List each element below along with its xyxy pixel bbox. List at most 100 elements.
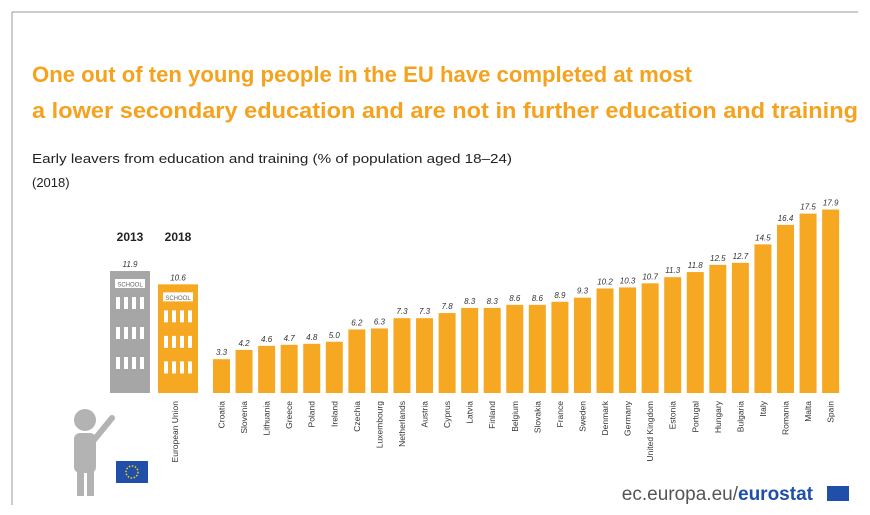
bar (822, 209, 840, 393)
window (132, 357, 136, 370)
value-label: 6.3 (374, 317, 386, 326)
value-label: 8.3 (487, 297, 499, 306)
window (164, 361, 168, 374)
bar (393, 318, 411, 393)
bar (235, 349, 253, 393)
source-url: ec.europa.eu/ (622, 484, 739, 505)
category-label: Portugal (690, 401, 700, 433)
bar (619, 287, 637, 393)
value-label: 17.5 (800, 203, 816, 212)
window (164, 335, 168, 348)
category-label: Finland (487, 401, 497, 429)
category-label: Estonia (668, 401, 678, 430)
category-label: Slovenia (239, 401, 249, 434)
value-label: 7.3 (419, 307, 431, 316)
category-label: Slovakia (532, 401, 542, 433)
window (172, 310, 176, 323)
category-label: Luxembourg (374, 401, 384, 449)
value-label: 4.6 (261, 335, 273, 344)
value-label: 8.6 (509, 294, 521, 303)
category-label: Greece (284, 401, 294, 429)
category-label: United Kingdom (645, 401, 655, 461)
bar (348, 329, 366, 393)
bar (506, 304, 524, 393)
window (188, 310, 192, 323)
value-label: 9.3 (577, 287, 589, 296)
bar (280, 344, 298, 393)
category-label: Poland (307, 401, 317, 428)
category-label: Bulgaria (735, 401, 745, 432)
bar (483, 307, 501, 393)
window (116, 357, 120, 370)
value-label: 8.9 (554, 291, 566, 300)
category-label: Lithuania (262, 401, 272, 436)
window (116, 297, 120, 310)
value-label: 11.8 (688, 261, 704, 270)
value-label: 6.2 (351, 318, 363, 327)
school-sign-box (115, 279, 145, 289)
bar (686, 272, 704, 393)
bar (731, 262, 749, 393)
value-label: 16.4 (778, 214, 794, 223)
window (140, 327, 144, 340)
window (188, 361, 192, 374)
bar (258, 345, 276, 393)
bar (596, 288, 614, 393)
category-label: Czechia (352, 401, 362, 432)
school-sign: SCHOOL (165, 296, 191, 302)
value-label: 17.9 (823, 199, 839, 208)
value-label: 14.5 (755, 233, 771, 242)
category-label: Sweden (577, 401, 587, 432)
value-label: 10.2 (597, 277, 613, 286)
category-label: Italy (758, 400, 768, 416)
category-label: Germany (623, 400, 633, 436)
category-label: Cyprus (442, 401, 452, 428)
value-label: 3.3 (216, 348, 228, 357)
bar (528, 304, 546, 393)
bar (303, 343, 321, 393)
title-line: a lower secondary education and are not … (32, 98, 858, 123)
category-label: Denmark (600, 400, 610, 435)
year-label: 2018 (165, 230, 192, 244)
bar (325, 341, 343, 393)
category-label: Netherlands (397, 401, 407, 447)
window (132, 327, 136, 340)
window (180, 335, 184, 348)
bar (754, 244, 772, 393)
category-label: Ireland (329, 401, 339, 427)
bar (213, 359, 230, 393)
value-label: 10.3 (620, 276, 636, 285)
category-label: Latvia (465, 401, 475, 424)
bar (709, 264, 727, 393)
bar (799, 213, 817, 393)
window (140, 357, 144, 370)
window (180, 310, 184, 323)
window (172, 361, 176, 374)
bar (461, 307, 479, 393)
category-label: Belgium (510, 401, 520, 432)
bar (370, 328, 388, 393)
category-label: Hungary (713, 400, 723, 433)
window (164, 310, 168, 323)
person-icon (74, 409, 115, 496)
value-label: 11.9 (123, 260, 139, 269)
value-label: 4.2 (238, 339, 250, 348)
value-label: 4.8 (306, 333, 318, 342)
window (188, 335, 192, 348)
value-label: 8.3 (464, 297, 476, 306)
category-label: France (555, 401, 565, 428)
title-line: One out of ten young people in the EU ha… (32, 62, 693, 87)
bar (438, 313, 456, 393)
bar (777, 224, 794, 393)
category-label: Austria (420, 401, 430, 428)
value-label: 12.7 (733, 252, 749, 261)
value-label: 12.5 (710, 254, 726, 263)
category-label: Malta (803, 401, 813, 422)
window (172, 335, 176, 348)
eu-flag (116, 461, 148, 483)
eurostat-logo (827, 486, 849, 501)
value-label: 7.3 (396, 307, 408, 316)
window (116, 327, 120, 340)
bar (551, 301, 569, 393)
